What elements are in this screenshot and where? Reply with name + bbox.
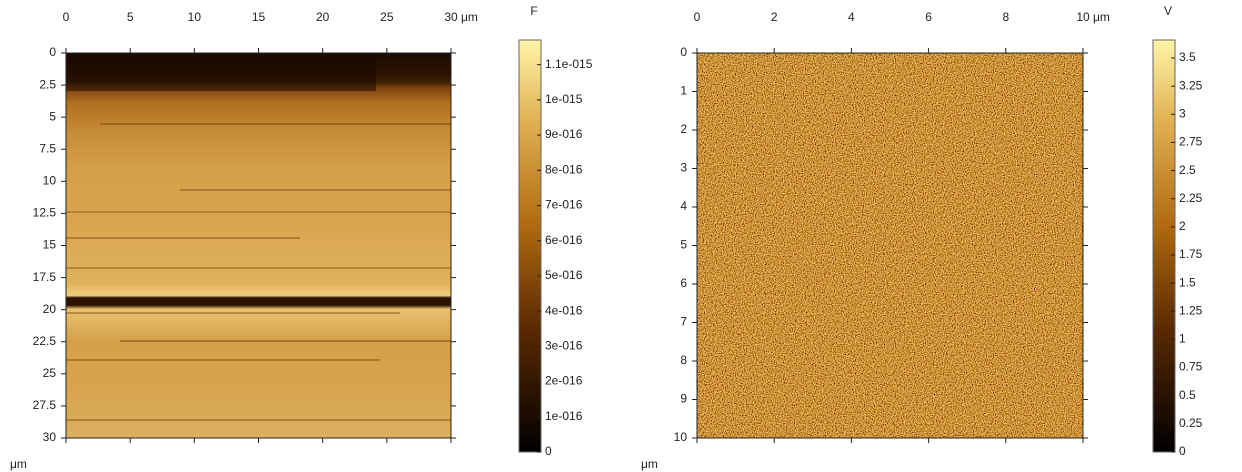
x-tick-label: 2	[771, 10, 778, 24]
colorbar-tick-label: 1.75	[1179, 247, 1203, 261]
colorbar-unit: F	[530, 4, 537, 18]
colorbar-tick-label: 1.5	[1179, 275, 1196, 289]
x-unit: μm	[1093, 10, 1110, 24]
y-tick-label: 12.5	[33, 206, 57, 220]
y-tick-label: 0	[680, 45, 687, 59]
colorbar-tick-label: 2.75	[1179, 135, 1203, 149]
colorbar-tick-label: 8e-016	[545, 162, 583, 176]
colorbar-frame	[1152, 39, 1176, 453]
x-tick-label: 10	[1076, 10, 1090, 24]
colorbar-tick-label: 1e-015	[545, 92, 583, 106]
colorbar-tick-label: 1	[1179, 332, 1186, 346]
colorbar-tick-label: 3.5	[1179, 50, 1196, 64]
y-unit: μm	[641, 457, 658, 471]
x-tick-label: 30	[444, 10, 458, 24]
x-tick-label: 15	[252, 10, 266, 24]
x-tick-label: 4	[848, 10, 855, 24]
colorbar-tick-label: 2.5	[1179, 163, 1196, 177]
y-tick-label: 10	[43, 174, 57, 188]
x-tick-label: 0	[63, 10, 70, 24]
y-tick-label: 10	[674, 430, 688, 444]
y-tick-label: 4	[680, 199, 687, 213]
x-tick-label: 25	[380, 10, 394, 24]
y-tick-label: 2.5	[39, 77, 56, 91]
y-tick-label: 7.5	[39, 141, 56, 155]
x-tick-label: 20	[316, 10, 330, 24]
colorbar-tick-label: 3.25	[1179, 78, 1203, 92]
image-left	[66, 53, 451, 438]
x-unit: μm	[461, 10, 478, 24]
y-tick-label: 1	[680, 84, 687, 98]
colorbar-tick-label: 2.25	[1179, 191, 1203, 205]
colorbar	[519, 40, 541, 452]
y-tick-label: 2	[680, 122, 687, 136]
colorbar-tick-label: 4e-016	[545, 303, 583, 317]
colorbar-tick-label: 5e-016	[545, 268, 583, 282]
x-tick-label: 6	[925, 10, 932, 24]
colorbar-tick-label: 1.25	[1179, 303, 1203, 317]
y-tick-label: 8	[680, 353, 687, 367]
y-tick-label: 5	[49, 109, 56, 123]
y-tick-label: 5	[680, 238, 687, 252]
x-tick-label: 0	[694, 10, 701, 24]
y-unit: μm	[10, 457, 27, 471]
y-tick-label: 9	[680, 392, 687, 406]
colorbar-tick-label: 0	[1179, 444, 1186, 458]
y-tick-label: 20	[43, 302, 57, 316]
colorbar-tick-label: 0.25	[1179, 416, 1203, 430]
colorbar-tick-label: 0	[545, 444, 552, 458]
y-tick-label: 3	[680, 161, 687, 175]
colorbar-tick-label: 0.5	[1179, 388, 1196, 402]
y-tick-label: 7	[680, 315, 687, 329]
colorbar-tick-label: 9e-016	[545, 127, 583, 141]
y-tick-label: 25	[43, 366, 57, 380]
y-tick-label: 27.5	[33, 398, 57, 412]
colorbar-frame	[518, 39, 542, 453]
image-right	[697, 53, 1083, 438]
y-tick-label: 30	[43, 430, 57, 444]
y-tick-label: 0	[49, 45, 56, 59]
colorbar-tick-label: 3e-016	[545, 339, 583, 353]
x-tick-label: 10	[188, 10, 202, 24]
colorbar-tick-label: 1e-016	[545, 409, 583, 423]
y-tick-label: 15	[43, 238, 57, 252]
colorbar-tick-label: 2e-016	[545, 374, 583, 388]
y-tick-label: 17.5	[33, 270, 57, 284]
y-tick-label: 6	[680, 276, 687, 290]
colorbar-tick-label: 0.75	[1179, 360, 1203, 374]
colorbar-tick-label: 2	[1179, 219, 1186, 233]
colorbar-tick-label: 3	[1179, 106, 1186, 120]
x-tick-label: 8	[1002, 10, 1009, 24]
colorbar	[1153, 40, 1175, 452]
y-tick-label: 22.5	[33, 334, 57, 348]
colorbar-tick-label: 7e-016	[545, 198, 583, 212]
x-tick-label: 5	[127, 10, 134, 24]
colorbar-tick-label: 1.1e-015	[545, 57, 593, 71]
colorbar-tick-label: 6e-016	[545, 233, 583, 247]
colorbar-unit: V	[1164, 4, 1172, 18]
